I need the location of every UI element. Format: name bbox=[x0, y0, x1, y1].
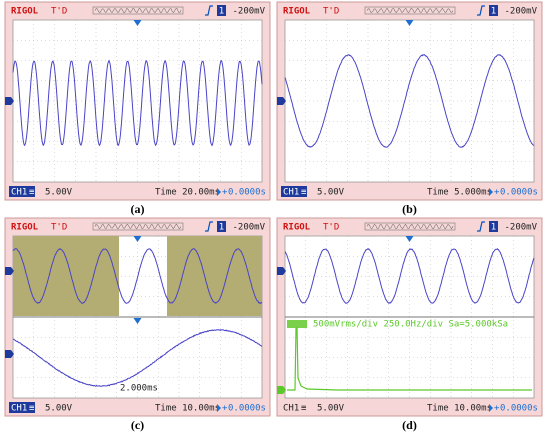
brand: RIGOL bbox=[283, 7, 311, 17]
timebase: Time 20.00ms bbox=[155, 188, 220, 198]
brand: RIGOL bbox=[283, 223, 311, 233]
trigger-level: -200mV bbox=[232, 223, 265, 233]
status: T'D bbox=[323, 7, 339, 17]
channel: CH1 bbox=[11, 404, 27, 414]
trigger-level: -200mV bbox=[232, 7, 265, 17]
trigger-offset: 0.0000s bbox=[228, 404, 266, 414]
scope-panel: RIGOL T'D 1 -200mV 500mVrms/div 250.0Hz/div … bbox=[277, 218, 542, 416]
trigger-offset: 0.0000s bbox=[228, 188, 266, 198]
trigger-level: -200mV bbox=[504, 7, 537, 17]
channel: CH1 bbox=[283, 404, 299, 414]
scope-panel: RIGOL T'D 1 -200mV 2.000ms CH1 ≡ 5.00V Time 10.0… bbox=[5, 218, 270, 416]
scope-panel: RIGOL T'D 1 -200mVCH1 ≡ 5.00V Time 20.00ms +0.0… bbox=[5, 2, 270, 200]
trigger-channel: 1 bbox=[219, 223, 224, 233]
brand: RIGOL bbox=[11, 223, 39, 233]
trigger-offset: 0.0000s bbox=[500, 404, 538, 414]
caption: (c) bbox=[131, 418, 144, 432]
channel: CH1 bbox=[11, 188, 27, 198]
status: T'D bbox=[323, 223, 339, 233]
scope-panel: RIGOL T'D 1 -200mVCH1 ≡ 5.00V Time 5.000ms +0.0… bbox=[277, 2, 542, 200]
coupling-icon: ≡ bbox=[29, 188, 35, 198]
trigger-level: -200mV bbox=[504, 223, 537, 233]
coupling-icon: ≡ bbox=[29, 404, 35, 414]
trigger-channel: 1 bbox=[219, 7, 224, 17]
zoom-timebase: 2.000ms bbox=[120, 384, 158, 394]
trigger-offset: 0.0000s bbox=[500, 188, 538, 198]
channel: CH1 bbox=[283, 188, 299, 198]
trigger-channel: 1 bbox=[491, 223, 496, 233]
zoom-shade bbox=[13, 236, 119, 316]
zoom-shade bbox=[167, 236, 262, 316]
timebase: Time 10.00ms bbox=[155, 404, 220, 414]
brand: RIGOL bbox=[11, 7, 39, 17]
volts-per-div: 5.00V bbox=[317, 188, 345, 198]
status: T'D bbox=[51, 7, 67, 17]
trigger-channel: 1 bbox=[491, 7, 496, 17]
caption: (d) bbox=[402, 418, 417, 432]
volts-per-div: 5.00V bbox=[45, 188, 73, 198]
figure: RIGOL T'D 1 -200mVCH1 ≡ 5.00V Time 20.00ms +0.0… bbox=[0, 0, 550, 436]
fft-tag bbox=[287, 320, 307, 328]
volts-per-div: 5.00V bbox=[317, 404, 345, 414]
timebase: Time 5.000ms bbox=[427, 188, 492, 198]
caption: (a) bbox=[131, 202, 145, 216]
coupling-icon: ≡ bbox=[301, 404, 307, 414]
timebase: Time 10.00ms bbox=[427, 404, 492, 414]
coupling-icon: ≡ bbox=[301, 188, 307, 198]
fft-scale: 500mVrms/div 250.0Hz/div Sa=5.000kSa bbox=[313, 320, 508, 330]
caption: (b) bbox=[402, 202, 417, 216]
volts-per-div: 5.00V bbox=[45, 404, 73, 414]
status: T'D bbox=[51, 223, 67, 233]
